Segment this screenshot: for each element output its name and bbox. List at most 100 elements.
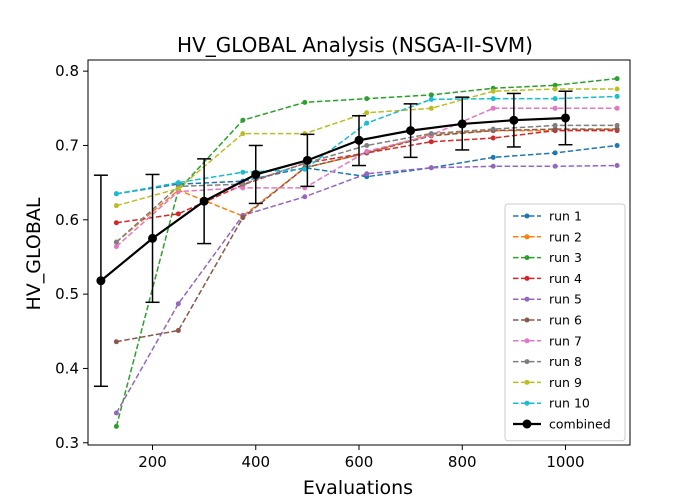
data-point: [552, 82, 558, 88]
data-point: [614, 93, 620, 99]
data-point: [240, 169, 246, 175]
data-point: [364, 96, 370, 102]
data-point: [302, 194, 308, 200]
data-point: [113, 191, 119, 197]
data-point: [552, 122, 558, 128]
y-tick-label: 0.3: [55, 434, 79, 452]
combined-point: [457, 119, 467, 129]
y-axis-label: HV_GLOBAL: [23, 197, 45, 310]
data-point: [113, 410, 119, 416]
legend-swatch-marker: [524, 317, 530, 323]
legend-label: run 10: [549, 396, 590, 411]
legend-label: run 3: [549, 250, 582, 265]
data-point: [614, 142, 620, 148]
data-point: [302, 99, 308, 105]
data-point: [490, 135, 496, 141]
data-point: [240, 185, 246, 191]
y-tick-label: 0.8: [55, 62, 79, 80]
y-tick-label: 0.6: [55, 211, 79, 229]
combined-point: [509, 115, 519, 125]
combined-point: [354, 135, 364, 145]
legend-swatch-marker: [524, 255, 530, 261]
legend-label: combined: [549, 417, 611, 432]
data-point: [240, 117, 246, 123]
data-point: [552, 163, 558, 169]
data-point: [552, 150, 558, 156]
legend-label: run 1: [549, 209, 582, 224]
data-point: [614, 105, 620, 111]
chart-title: HV_GLOBAL Analysis (NSGA-II-SVM): [177, 33, 533, 57]
series-run-10: [113, 93, 620, 197]
data-point: [552, 86, 558, 92]
data-point: [175, 328, 181, 334]
legend-swatch-marker: [524, 359, 530, 365]
data-point: [552, 126, 558, 132]
combined-point: [302, 155, 312, 165]
legend-box: [504, 203, 626, 442]
combined-point: [148, 233, 158, 243]
x-tick-label: 200: [138, 453, 167, 471]
data-point: [240, 131, 246, 137]
x-tick-label: 400: [241, 453, 270, 471]
data-point: [175, 211, 181, 217]
data-point: [113, 244, 119, 250]
legend-swatch-marker: [524, 275, 530, 281]
data-point: [428, 105, 434, 111]
data-point: [175, 301, 181, 307]
plot-area: 200 400 600 800 1000 0.3 0.4 0.5 0.6 0.7 0.8: [55, 59, 631, 471]
data-point: [240, 215, 246, 221]
legend-swatch-marker: [524, 338, 530, 344]
data-point: [490, 154, 496, 160]
data-point: [113, 239, 119, 245]
legend-swatch-marker: [524, 400, 530, 406]
data-point: [364, 120, 370, 126]
legend-swatch-marker: [522, 419, 532, 429]
y-tick-label: 0.5: [55, 285, 79, 303]
legend-label: run 8: [549, 354, 582, 369]
data-point: [428, 165, 434, 171]
combined-point: [251, 169, 261, 179]
legend-label: run 5: [549, 292, 582, 307]
combined-point: [560, 113, 570, 123]
data-point: [490, 88, 496, 94]
series-line: [115, 164, 618, 414]
legend-label: run 7: [549, 333, 582, 348]
combined-point: [96, 276, 106, 286]
data-point: [302, 166, 308, 172]
x-tick-label: 1000: [546, 453, 584, 471]
data-point: [364, 110, 370, 116]
data-point: [175, 186, 181, 192]
y-tick-label: 0.7: [55, 136, 79, 154]
x-tick-label: 600: [345, 453, 374, 471]
data-point: [113, 203, 119, 209]
legend-label: run 6: [549, 313, 582, 328]
x-tick-label: 800: [448, 453, 477, 471]
data-point: [614, 86, 620, 92]
data-point: [175, 180, 181, 186]
data-point: [552, 96, 558, 102]
data-point: [614, 122, 620, 128]
data-point: [552, 105, 558, 111]
series-line: [115, 124, 618, 243]
data-point: [614, 126, 620, 132]
combined-point: [199, 196, 209, 206]
data-point: [364, 142, 370, 148]
data-point: [364, 148, 370, 154]
data-point: [428, 131, 434, 137]
data-point: [490, 105, 496, 111]
legend-swatch-marker: [524, 296, 530, 302]
data-point: [490, 96, 496, 102]
legend-swatch-marker: [524, 213, 530, 219]
data-point: [428, 92, 434, 98]
data-point: [428, 96, 434, 102]
data-point: [113, 220, 119, 226]
x-axis-label: Evaluations: [303, 477, 413, 499]
y-tick-label: 0.4: [55, 359, 79, 377]
data-point: [490, 163, 496, 169]
data-point: [113, 423, 119, 429]
legend-label: run 2: [549, 229, 582, 244]
data-point: [614, 163, 620, 169]
data-point: [428, 139, 434, 145]
